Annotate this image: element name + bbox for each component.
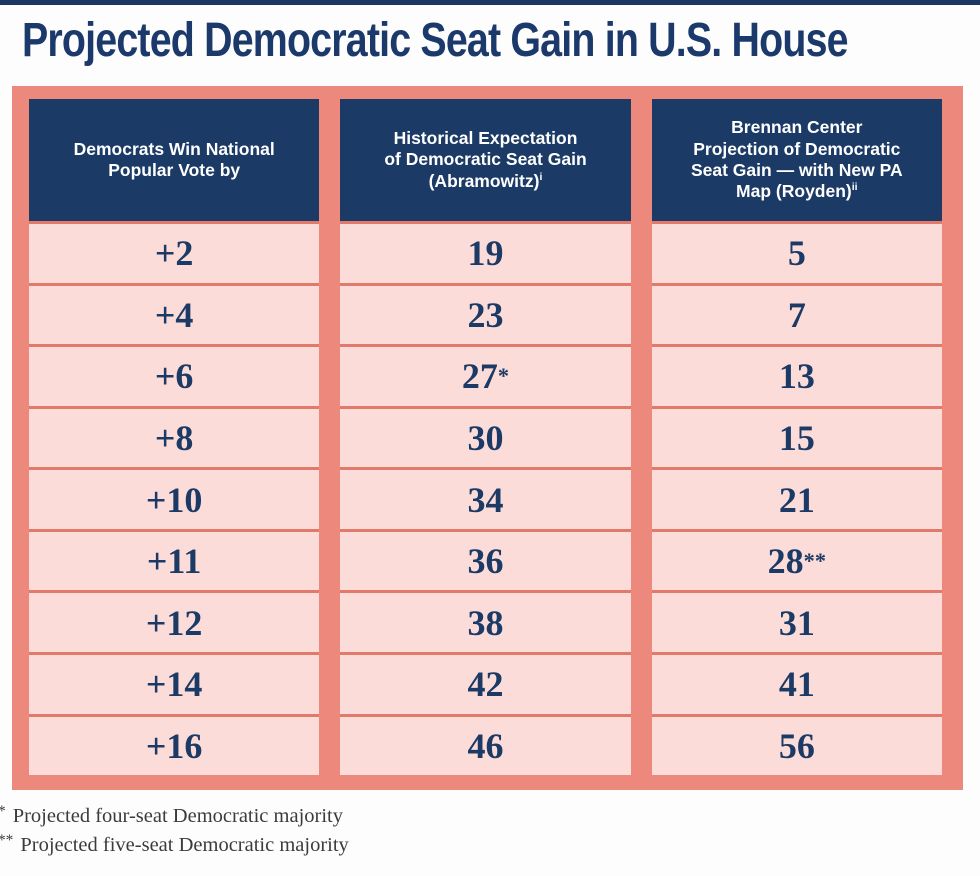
table-cell: 56 [651,716,942,776]
header-superscript: i [539,170,543,183]
table-cell: 21 [651,470,942,529]
table-cell: 42 [340,654,631,714]
table-columns: Democrats Win National Popular Vote by +… [29,99,942,776]
table-cell: 27 * [340,347,631,406]
table-cell: +8 [29,408,320,468]
table-cell: 28 ** [651,531,942,591]
table-cell: +16 [29,716,320,776]
table-cell: 30 [340,408,631,468]
table-cell: 41 [651,654,942,714]
footnote-marker: * [0,803,6,820]
footnote-marker: ** [0,831,14,849]
footnotes: * Projected four-seat Democratic majority… [0,802,349,860]
column-historical-expectation: Historical Expectation of Democratic Sea… [340,99,631,776]
column-cells-popular-vote: +2 +4 +6 +8 +10 +11 +12 +14 +16 [29,224,320,776]
header-superscript: ii [851,181,858,194]
table-cell: 36 [340,531,631,591]
column-header-popular-vote: Democrats Win National Popular Vote by [29,99,320,221]
table-cell: +4 [29,285,320,345]
table-cell: 15 [651,408,942,468]
page-title: Projected Democratic Seat Gain in U.S. H… [22,14,849,67]
table-cell: 19 [340,224,631,283]
header-label: Brennan Center Projection of Democratic … [690,117,903,202]
column-header-text: Democrats Win National Popular Vote by [74,139,275,182]
table-cell: 34 [340,470,631,529]
column-popular-vote: Democrats Win National Popular Vote by +… [29,99,320,776]
table-cell: 46 [340,716,631,776]
table-cell: 13 [651,347,942,406]
top-border-strip [0,0,980,5]
table-cell: 5 [651,224,942,283]
footnote-text: Projected five-seat Democratic majority [20,834,349,856]
table-cell: 31 [651,593,942,652]
header-label: Historical Expectation of Democratic Sea… [384,127,587,191]
column-header-historical-expectation: Historical Expectation of Democratic Sea… [340,99,631,221]
column-cells-historical-expectation: 19 23 27 * 30 34 36 38 42 46 [340,224,631,776]
footnote-text: Projected four-seat Democratic majority [12,805,343,827]
column-header-brennan-projection: Brennan Center Projection of Democratic … [651,99,942,221]
table-cell: 23 [340,285,631,345]
table-cell: +11 [29,531,320,591]
column-header-text: Brennan Center Projection of Democratic … [691,117,903,202]
table-cell: 7 [651,285,942,345]
table-cell: +6 [29,347,320,406]
table-frame: Democrats Win National Popular Vote by +… [12,86,963,790]
footnote-five-seat: ** Projected five-seat Democratic majorit… [0,831,349,860]
column-cells-brennan-projection: 5 7 13 15 21 28 ** 31 41 56 [651,224,942,776]
footnote-four-seat: * Projected four-seat Democratic majority [0,802,349,831]
header-label: Democrats Win National Popular Vote by [73,138,275,180]
column-header-text: Historical Expectation of Democratic Sea… [384,128,586,192]
column-brennan-projection: Brennan Center Projection of Democratic … [651,99,942,776]
table-cell: 38 [340,593,631,652]
table-cell: +12 [29,593,320,652]
table-cell: +2 [29,224,320,283]
table-cell: +14 [29,654,320,714]
table-cell: +10 [29,470,320,529]
